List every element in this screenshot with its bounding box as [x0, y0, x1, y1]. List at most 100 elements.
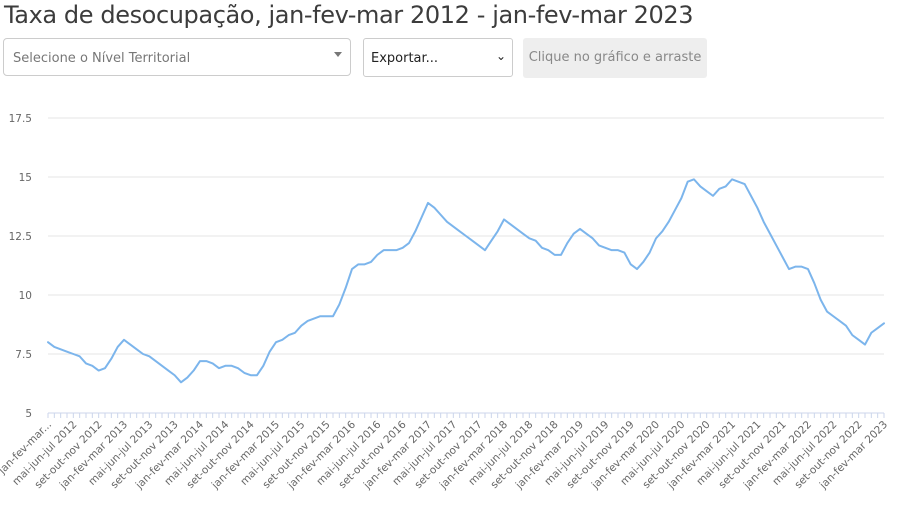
data-point[interactable] [634, 266, 640, 272]
data-point[interactable] [273, 339, 279, 345]
data-point[interactable] [488, 238, 494, 244]
data-point[interactable] [374, 252, 380, 258]
data-point[interactable] [77, 353, 83, 359]
data-point[interactable] [463, 233, 469, 239]
data-point[interactable] [165, 368, 171, 374]
data-point[interactable] [419, 214, 425, 220]
data-point[interactable] [387, 247, 393, 253]
data-point[interactable] [260, 363, 266, 369]
data-point[interactable] [457, 228, 463, 234]
data-point[interactable] [735, 179, 741, 185]
data-point[interactable] [678, 195, 684, 201]
data-point[interactable] [856, 337, 862, 343]
data-point[interactable] [317, 313, 323, 319]
data-point[interactable] [279, 337, 285, 343]
data-point[interactable] [577, 226, 583, 232]
data-point[interactable] [818, 297, 824, 303]
data-point[interactable] [368, 259, 374, 265]
data-point[interactable] [875, 325, 881, 331]
data-point[interactable] [349, 266, 355, 272]
data-point[interactable] [862, 342, 868, 348]
data-point[interactable] [153, 358, 159, 364]
data-point[interactable] [216, 365, 222, 371]
data-point[interactable] [539, 245, 545, 251]
data-point[interactable] [868, 330, 874, 336]
data-point[interactable] [792, 264, 798, 270]
data-point[interactable] [590, 235, 596, 241]
data-point[interactable] [697, 183, 703, 189]
data-point[interactable] [824, 309, 830, 315]
data-point[interactable] [482, 247, 488, 253]
data-point[interactable] [254, 372, 260, 378]
data-point[interactable] [425, 200, 431, 206]
data-point[interactable] [843, 323, 849, 329]
data-point[interactable] [51, 344, 57, 350]
data-point[interactable] [134, 346, 140, 352]
data-point[interactable] [691, 176, 697, 182]
data-point[interactable] [805, 266, 811, 272]
export-select[interactable]: Exportar... ⌄ [363, 38, 513, 77]
data-point[interactable] [609, 247, 615, 253]
data-point[interactable] [355, 261, 361, 267]
data-point[interactable] [89, 363, 95, 369]
data-point[interactable] [495, 228, 501, 234]
data-point[interactable] [203, 358, 209, 364]
data-point[interactable] [666, 219, 672, 225]
data-point[interactable] [672, 207, 678, 213]
data-point[interactable] [172, 372, 178, 378]
data-point[interactable] [286, 332, 292, 338]
data-point[interactable] [64, 349, 70, 355]
data-point[interactable] [222, 363, 228, 369]
data-point[interactable] [710, 193, 716, 199]
data-point[interactable] [545, 247, 551, 253]
data-point[interactable] [653, 235, 659, 241]
data-point[interactable] [729, 176, 735, 182]
line-chart[interactable]: 5 7.5 10 12.5 15 17.5 jan-fev-mar...mai-jun-j… [0, 100, 899, 506]
data-point[interactable] [685, 179, 691, 185]
data-point[interactable] [837, 318, 843, 324]
data-point[interactable] [628, 261, 634, 267]
data-point[interactable] [140, 351, 146, 357]
data-point[interactable] [444, 219, 450, 225]
data-point[interactable] [476, 242, 482, 248]
data-point[interactable] [96, 368, 102, 374]
data-point[interactable] [450, 224, 456, 230]
data-point[interactable] [248, 372, 254, 378]
data-point[interactable] [191, 368, 197, 374]
data-point[interactable] [716, 186, 722, 192]
data-point[interactable] [184, 375, 190, 381]
data-point[interactable] [115, 344, 121, 350]
data-point[interactable] [501, 216, 507, 222]
data-point[interactable] [121, 337, 127, 343]
data-point[interactable] [45, 339, 51, 345]
data-point[interactable] [197, 358, 203, 364]
data-point[interactable] [558, 252, 564, 258]
data-point[interactable] [412, 228, 418, 234]
data-point[interactable] [127, 342, 133, 348]
data-point[interactable] [786, 266, 792, 272]
data-point[interactable] [761, 219, 767, 225]
drag-hint-button[interactable]: Clique no gráfico e arraste [523, 38, 707, 78]
data-point[interactable] [336, 301, 342, 307]
data-point[interactable] [210, 360, 216, 366]
data-point[interactable] [881, 320, 887, 326]
data-point[interactable] [564, 240, 570, 246]
data-point[interactable] [235, 365, 241, 371]
data-point[interactable] [178, 379, 184, 385]
data-point[interactable] [780, 254, 786, 260]
data-point[interactable] [324, 313, 330, 319]
data-point[interactable] [229, 363, 235, 369]
data-point[interactable] [58, 346, 64, 352]
data-point[interactable] [330, 313, 336, 319]
series-line[interactable] [47, 178, 885, 384]
data-point[interactable] [241, 370, 247, 376]
data-point[interactable] [400, 245, 406, 251]
data-point[interactable] [799, 264, 805, 270]
data-point[interactable] [526, 235, 532, 241]
data-point[interactable] [659, 228, 665, 234]
data-point[interactable] [811, 280, 817, 286]
data-point[interactable] [767, 231, 773, 237]
data-point[interactable] [596, 242, 602, 248]
data-point[interactable] [520, 231, 526, 237]
data-point[interactable] [742, 181, 748, 187]
